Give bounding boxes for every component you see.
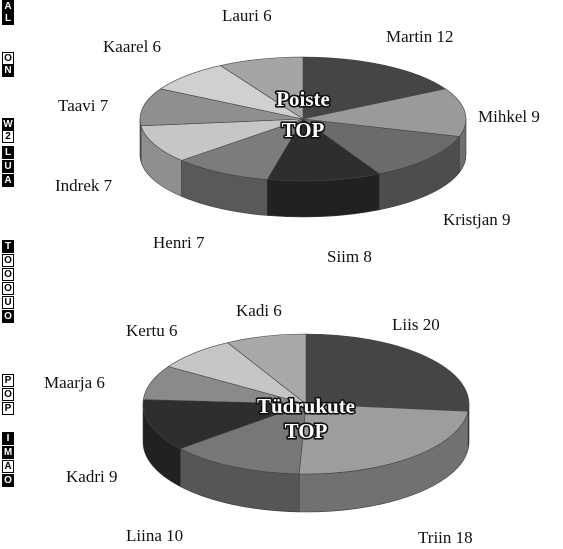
edge-glyph: L <box>2 146 14 159</box>
edge-glyph: M <box>2 446 14 459</box>
pie-slice <box>159 65 304 120</box>
chart-title: Poiste <box>276 87 330 111</box>
slice-label: Martin 12 <box>386 27 454 46</box>
slice-label: Triin 18 <box>418 528 473 547</box>
edge-glyph: L <box>2 12 14 25</box>
slice-label: Taavi 7 <box>58 96 109 115</box>
slice-label: Kadi 6 <box>236 301 282 320</box>
pie-slice <box>142 399 307 449</box>
pie-slice <box>305 333 470 412</box>
edge-glyph: O <box>2 310 14 323</box>
edge-glyph: T <box>2 240 14 253</box>
chart-title: TOP <box>285 419 328 443</box>
chart-title: Tüdrukute <box>257 394 355 418</box>
pie-slice <box>266 118 380 182</box>
pie-slice <box>301 118 460 175</box>
pie-slice <box>298 403 469 475</box>
slice-label: Siim 8 <box>327 247 372 266</box>
pie-slice <box>179 403 307 475</box>
slice-label: Henri 7 <box>153 233 205 252</box>
chart-title: TOP <box>282 118 325 142</box>
pie-walls <box>142 403 470 513</box>
slice-label: Lauri 6 <box>222 6 272 25</box>
edge-glyph: O <box>2 388 14 401</box>
edge-glyph: O <box>2 282 14 295</box>
slice-label: Liina 10 <box>126 526 183 545</box>
slice-label: Liis 20 <box>392 315 440 334</box>
edge-glyph: A <box>2 0 14 13</box>
slice-label: Kertu 6 <box>126 321 177 340</box>
slice-label: Kadri 9 <box>66 467 117 486</box>
slice-label: Mihkel 9 <box>478 107 540 126</box>
edge-glyph: U <box>2 296 14 309</box>
pie-slice <box>226 333 307 405</box>
slice-label: Kristjan 9 <box>443 210 511 229</box>
pie-slice <box>140 118 304 161</box>
edge-glyph: W <box>2 118 14 131</box>
edge-glyph: A <box>2 460 14 473</box>
pie-chart: Liis 20 Triin 18 Liina 10 Kadri 9 Maarja 6 Ke… <box>44 301 473 547</box>
slice-label: Maarja 6 <box>44 373 105 392</box>
edge-glyph: A <box>2 174 14 187</box>
pie-walls <box>139 118 467 218</box>
edge-glyph: N <box>2 64 14 77</box>
edge-glyph: O <box>2 254 14 267</box>
pie-slice <box>302 88 467 137</box>
pie-slice <box>180 118 304 180</box>
pie-slice <box>139 88 304 127</box>
edge-glyph: I <box>2 432 14 445</box>
edge-glyph: P <box>2 402 14 415</box>
pie-slice <box>219 56 304 120</box>
slice-label: Indrek 7 <box>55 176 113 195</box>
edge-glyph: 2 <box>2 130 14 143</box>
edge-glyph: U <box>2 160 14 173</box>
edge-glyph: O <box>2 268 14 281</box>
slice-label: Kaarel 6 <box>103 37 161 56</box>
pie-slice <box>302 56 447 120</box>
pie-chart: Martin 12 Mihkel 9 Kristjan 9 Siim 8 Henri 7… <box>55 6 540 266</box>
edge-glyph: O <box>2 474 14 487</box>
edge-glyph: P <box>2 374 14 387</box>
